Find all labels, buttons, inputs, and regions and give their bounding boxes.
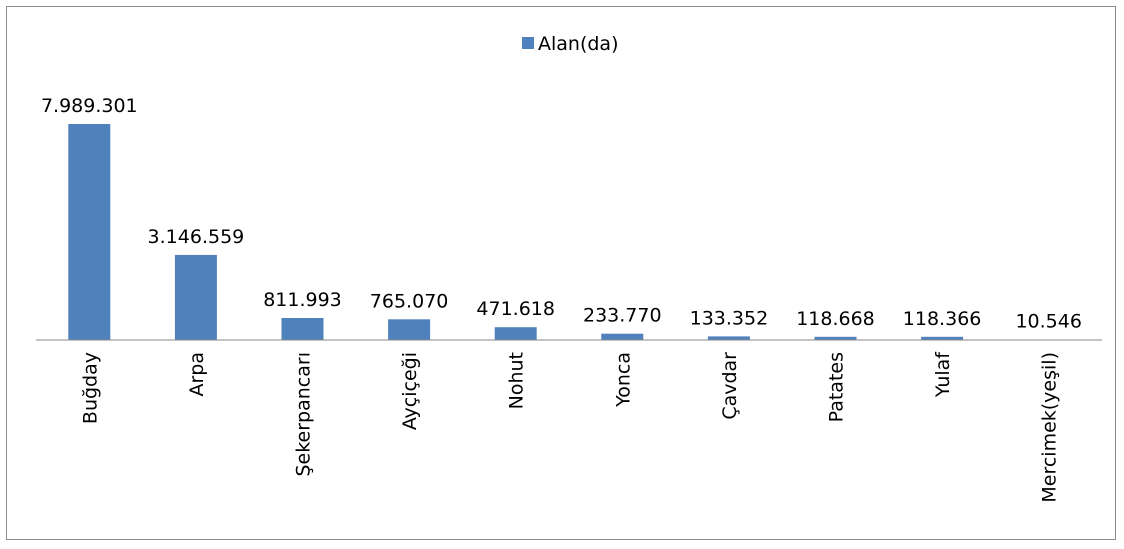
data-label: 811.993 xyxy=(263,289,342,311)
category-labels: Buğday Arpa Şekerpancarı Ayçiçeği Nohut Yonca… xyxy=(79,351,1060,503)
bar xyxy=(601,333,644,340)
data-label: 3.146.559 xyxy=(148,226,245,248)
category-label: Arpa xyxy=(186,352,208,397)
data-labels: 7.989.301 3.146.559 811.993 765.070 471.618 2… xyxy=(41,95,1082,333)
legend: Alan(da) xyxy=(522,33,619,55)
category-label: Mercimek(yeşil) xyxy=(1039,352,1061,503)
bar xyxy=(814,336,857,340)
bar xyxy=(388,319,431,340)
bar xyxy=(281,318,324,340)
category-label: Çavdar xyxy=(719,352,741,420)
data-label: 118.668 xyxy=(796,308,875,330)
data-label: 10.546 xyxy=(1015,311,1081,333)
bar xyxy=(707,336,750,340)
data-label: 7.989.301 xyxy=(41,95,138,117)
bar xyxy=(921,336,964,340)
category-label: Buğday xyxy=(79,352,101,424)
bar xyxy=(68,124,111,340)
data-label: 118.366 xyxy=(903,308,982,330)
category-label: Yulaf xyxy=(932,351,954,398)
bar xyxy=(494,327,537,340)
category-label: Patates xyxy=(826,352,848,422)
category-label: Yonca xyxy=(612,352,634,408)
bars xyxy=(68,124,1070,340)
category-label: Şekerpancarı xyxy=(293,352,315,477)
legend-swatch xyxy=(522,37,534,49)
category-label: Ayçiçeği xyxy=(399,352,421,430)
legend-label: Alan(da) xyxy=(538,33,619,55)
data-label: 133.352 xyxy=(690,307,769,329)
bar xyxy=(174,254,217,340)
category-label: Nohut xyxy=(506,352,528,409)
data-label: 233.770 xyxy=(583,305,662,327)
data-label: 471.618 xyxy=(476,298,555,320)
data-label: 765.070 xyxy=(370,290,449,312)
